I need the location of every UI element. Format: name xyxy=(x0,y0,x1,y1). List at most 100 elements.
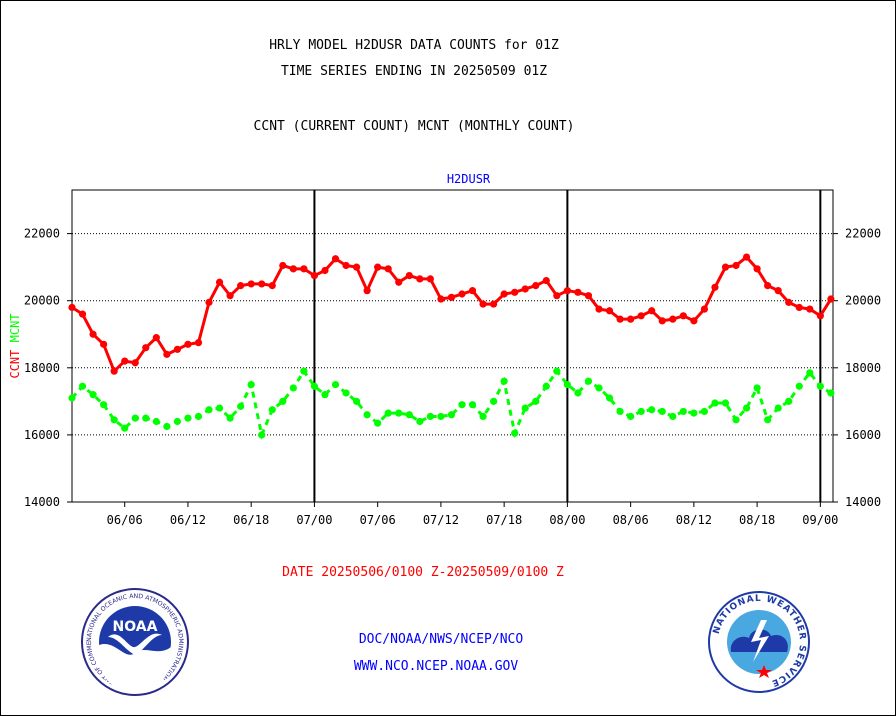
data-point-ccnt xyxy=(374,263,382,271)
data-point-ccnt xyxy=(142,344,150,352)
data-point-mcnt xyxy=(194,412,203,421)
data-point-ccnt xyxy=(300,265,308,273)
series-mcnt xyxy=(68,367,835,440)
data-point-ccnt xyxy=(658,317,666,325)
chart-title: H2DUSR xyxy=(447,172,491,186)
data-point-mcnt xyxy=(100,401,108,409)
data-point-ccnt xyxy=(279,261,287,270)
data-point-mcnt xyxy=(374,419,382,427)
data-point-ccnt xyxy=(648,307,656,315)
data-point-ccnt xyxy=(78,310,87,318)
data-point-mcnt xyxy=(342,389,350,397)
website-link[interactable]: WWW.NCO.NCEP.NOAA.GOV xyxy=(353,659,519,674)
data-point-ccnt xyxy=(605,307,614,315)
data-point-mcnt xyxy=(215,404,224,412)
data-point-ccnt xyxy=(110,367,118,375)
data-point-ccnt xyxy=(384,265,392,273)
data-point-mcnt xyxy=(732,416,740,424)
x-tick-label: 06/12 xyxy=(170,513,206,527)
data-point-ccnt xyxy=(774,287,782,295)
data-point-mcnt xyxy=(384,409,392,417)
data-point-mcnt xyxy=(490,397,498,405)
x-tick-label: 06/06 xyxy=(107,513,143,527)
data-point-mcnt xyxy=(764,416,772,424)
data-point-mcnt xyxy=(753,384,761,392)
data-point-mcnt xyxy=(700,407,709,416)
y-tick-label-right: 14000 xyxy=(845,495,881,509)
data-point-mcnt xyxy=(310,382,319,390)
data-point-mcnt xyxy=(363,411,371,419)
data-point-ccnt xyxy=(426,275,434,283)
data-point-ccnt xyxy=(806,305,814,313)
data-point-ccnt xyxy=(627,315,635,323)
x-tick-label: 07/00 xyxy=(296,513,332,527)
data-point-ccnt xyxy=(532,282,540,290)
data-point-ccnt xyxy=(795,303,803,312)
org-path-link[interactable]: DOC/NOAA/NWS/NCEP/NCO xyxy=(358,632,524,647)
x-tick-label: 09/00 xyxy=(802,513,838,527)
data-point-ccnt xyxy=(816,312,824,320)
x-tick-label: 07/18 xyxy=(486,513,522,527)
data-point-ccnt xyxy=(690,317,698,325)
data-point-ccnt xyxy=(342,261,350,270)
date-range-label: DATE 20250506/0100 Z-20250509/0100 Z xyxy=(282,565,564,580)
data-point-ccnt xyxy=(237,282,245,290)
data-point-mcnt xyxy=(89,391,97,399)
data-point-mcnt xyxy=(679,407,687,416)
data-point-mcnt xyxy=(395,409,403,417)
x-tick-label: 08/12 xyxy=(676,513,712,527)
data-point-ccnt xyxy=(553,292,561,300)
data-point-mcnt xyxy=(247,380,255,389)
data-point-mcnt xyxy=(774,404,782,412)
data-point-mcnt xyxy=(258,431,266,439)
data-point-mcnt xyxy=(563,380,571,389)
data-point-mcnt xyxy=(121,424,129,432)
x-tick-label: 07/12 xyxy=(423,513,459,527)
data-point-ccnt xyxy=(163,350,171,358)
data-point-mcnt xyxy=(268,406,276,414)
data-point-mcnt xyxy=(658,407,666,416)
data-point-mcnt xyxy=(806,369,814,377)
series-line-ccnt xyxy=(71,255,833,374)
data-point-mcnt xyxy=(152,417,160,426)
data-point-mcnt xyxy=(163,422,171,431)
data-point-mcnt xyxy=(279,397,287,405)
data-point-ccnt xyxy=(205,298,213,306)
data-point-ccnt xyxy=(194,339,203,347)
x-tick-label: 08/00 xyxy=(549,513,585,527)
data-point-ccnt xyxy=(721,263,730,271)
data-point-mcnt xyxy=(605,394,614,402)
data-point-ccnt xyxy=(405,271,413,280)
data-point-ccnt xyxy=(310,271,319,280)
data-point-mcnt xyxy=(511,429,519,437)
data-point-mcnt xyxy=(742,404,751,412)
data-point-mcnt xyxy=(426,412,434,421)
data-point-mcnt xyxy=(184,414,192,422)
data-point-mcnt xyxy=(321,391,329,399)
data-point-ccnt xyxy=(827,295,835,303)
data-point-mcnt xyxy=(721,399,730,407)
data-point-ccnt xyxy=(131,359,139,367)
data-point-ccnt xyxy=(700,305,709,313)
data-point-ccnt xyxy=(100,340,108,348)
data-point-ccnt xyxy=(121,357,129,365)
y-tick-label-left: 18000 xyxy=(24,361,60,375)
series-ccnt xyxy=(68,253,835,375)
data-point-mcnt xyxy=(300,367,308,375)
data-point-ccnt xyxy=(363,287,371,295)
data-point-ccnt xyxy=(669,315,677,323)
data-point-mcnt xyxy=(690,409,698,417)
data-point-ccnt xyxy=(637,312,645,320)
y-axis-label-ccnt: CCNT xyxy=(8,350,22,379)
data-point-ccnt xyxy=(742,253,751,261)
data-point-mcnt xyxy=(669,412,677,421)
data-point-mcnt xyxy=(468,401,477,409)
data-point-ccnt xyxy=(458,290,466,298)
data-point-mcnt xyxy=(416,417,424,426)
data-point-mcnt xyxy=(205,406,213,414)
x-tick-label: 08/18 xyxy=(739,513,775,527)
data-point-mcnt xyxy=(237,402,245,410)
chart-heading-line3: CCNT (CURRENT COUNT) MCNT (MONTHLY COUNT… xyxy=(253,119,575,134)
y-tick-label-left: 16000 xyxy=(24,428,60,442)
